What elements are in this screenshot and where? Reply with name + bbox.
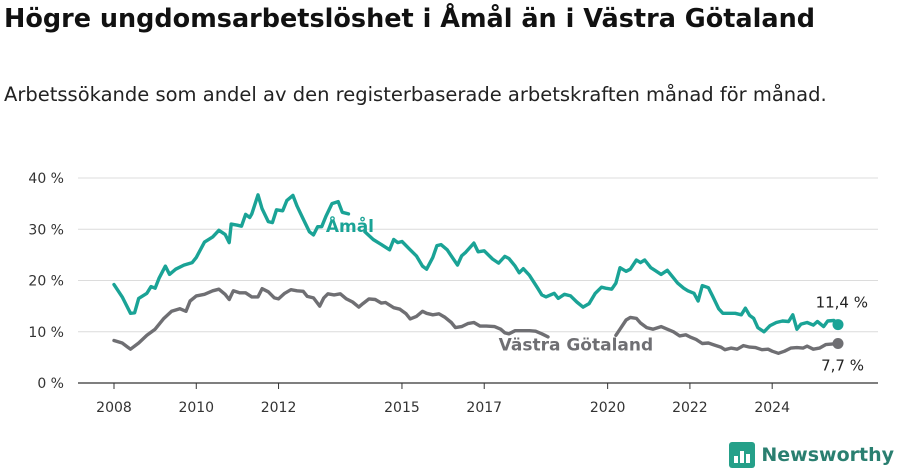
chart-subtitle: Arbetssökande som andel av den registerb… [4,83,827,106]
y-tick-label: 40 % [28,171,64,187]
gridlines [78,177,878,384]
y-tick-label: 30 % [28,222,64,238]
brand-logo: Newsworthy [729,442,894,468]
series-lines [112,193,844,355]
y-tick-label: 10 % [28,325,64,341]
x-tick-label: 2020 [590,400,626,416]
end-label-vastra-gotaland: 7,7 % [821,357,864,375]
newsworthy-logo-icon [729,442,756,468]
series-line-amal [363,230,840,334]
y-axis-ticks: 0 % 10 % 20 % 30 % 40 % [28,171,64,392]
x-tick-label: 2015 [384,400,420,416]
end-point-amal [832,319,844,331]
x-tick-label: 2012 [261,400,297,416]
chart-title: Högre ungdomsarbetslöshet i Åmål än i Vä… [4,4,815,34]
x-tick-label: 2017 [466,400,502,416]
end-point-vastra-gotaland [832,338,844,350]
end-label-amal: 11,4 % [816,294,868,312]
series-line-vastra-gotaland [614,315,840,355]
x-tick-label: 2008 [96,400,132,416]
series-line-vastra-gotaland [112,287,550,351]
x-tick-label: 2022 [672,400,708,416]
series-label-vastra-gotaland: Västra Götaland [499,336,654,356]
x-tick-label: 2024 [754,400,790,416]
y-tick-label: 20 % [28,274,64,290]
brand-name: Newsworthy [761,444,894,466]
x-axis: 2008 2010 2012 2015 2017 2020 2022 2024 [96,383,790,416]
y-tick-label: 0 % [37,376,64,392]
series-label-amal: Åmål [326,214,374,237]
series-line-amal [112,193,351,315]
series-labels: Åmål Västra Götaland 11,4 % 7,7 % [326,214,868,375]
x-tick-label: 2010 [178,400,214,416]
